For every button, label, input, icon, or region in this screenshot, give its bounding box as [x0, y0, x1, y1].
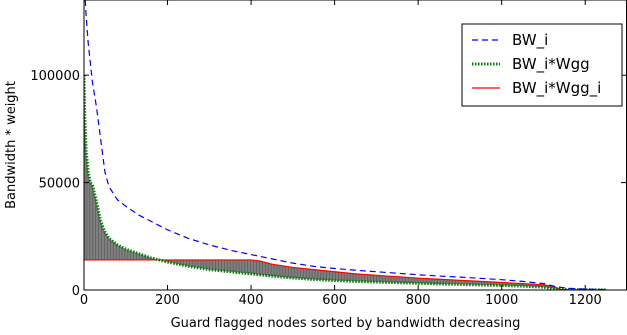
y-tick-label: 50000: [39, 177, 80, 192]
x-tick-label: 400: [239, 293, 264, 308]
x-tick-label: 200: [155, 293, 180, 308]
y-axis-label: Bandwidth * weight: [4, 81, 19, 209]
y-tick-label: 100000: [30, 69, 80, 84]
series-line: [84, 75, 607, 290]
legend: BW_i BW_i*Wgg BW_i*Wgg_i: [461, 23, 623, 107]
series-line: [84, 0, 607, 290]
x-tick-label: 800: [406, 293, 431, 308]
shaded-region: [84, 75, 607, 290]
x-axis-label: Guard flagged nodes sorted by bandwidth …: [171, 316, 521, 331]
plot-area: [84, 0, 607, 290]
series-line: [84, 259, 607, 290]
x-tick-label: 1200: [569, 293, 602, 308]
x-tick-label: 0: [80, 293, 88, 308]
x-tick-label: 600: [322, 293, 347, 308]
x-tick-label: 1000: [485, 293, 518, 308]
shaded-region-hatch: [84, 75, 605, 290]
legend-label: BW_i*Wgg: [512, 55, 590, 74]
legend-label: BW_i: [512, 31, 548, 50]
legend-box: [461, 23, 623, 107]
y-tick-label: 0: [72, 284, 80, 299]
legend-label: BW_i*Wgg_i: [512, 79, 601, 98]
